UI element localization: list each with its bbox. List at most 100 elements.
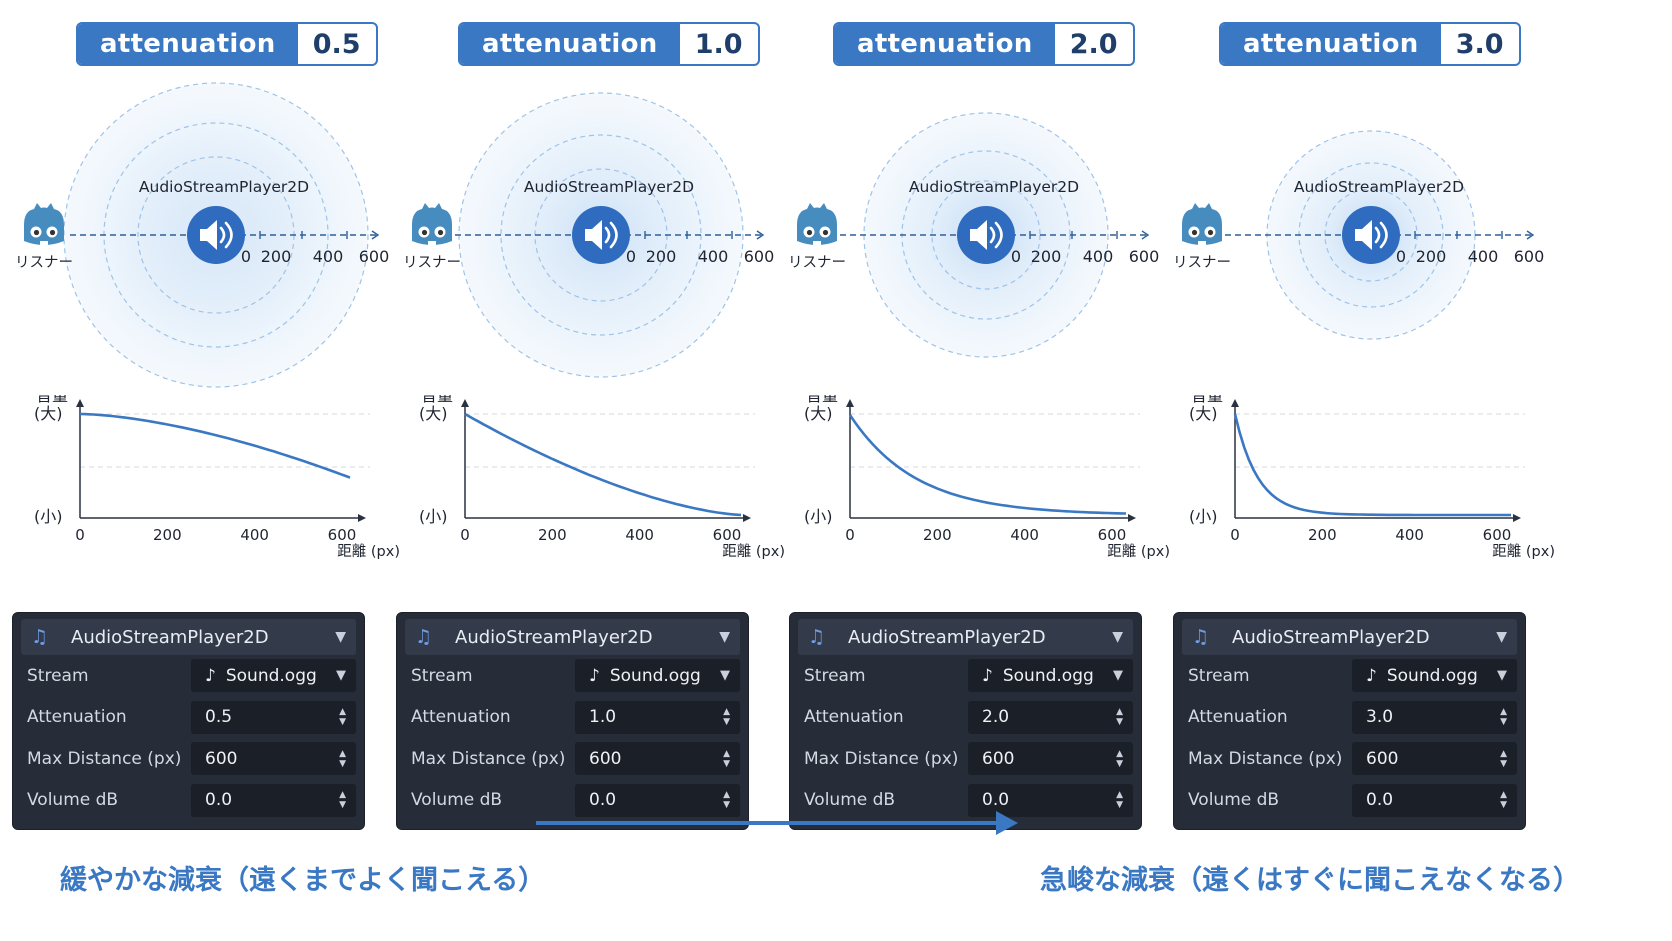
distance-axis-arrow <box>1526 230 1535 240</box>
inspector-header[interactable]: ♫ AudioStreamPlayer2D ▼ <box>405 619 740 655</box>
chevron-down-icon[interactable]: ▼ <box>1497 668 1507 684</box>
attenuation-column: attenuation 1.0 0 200 400 600 AudioStreamPla… <box>395 0 795 840</box>
volume-curve <box>1233 413 1511 517</box>
audio-stream-player-icon: ♫ <box>1192 626 1210 648</box>
spinner-arrows-icon[interactable]: ▲ ▼ <box>1116 707 1123 728</box>
property-spinbox[interactable]: 0.0 ▲ ▼ <box>1352 783 1517 817</box>
property-spinbox[interactable]: 3.0 ▲ ▼ <box>1352 700 1517 734</box>
distance-tick-label: 400 <box>1083 247 1114 266</box>
chevron-down-icon[interactable]: ▼ <box>1113 668 1123 684</box>
inspector-panel: ♫ AudioStreamPlayer2D ▼ Stream ♪ Sound.ogg… <box>1173 612 1526 830</box>
graph-x-arrow <box>743 514 751 522</box>
property-value: 600 <box>589 748 622 769</box>
spinner-arrows-icon[interactable]: ▲ ▼ <box>723 748 730 769</box>
chevron-down-icon[interactable]: ▼ <box>720 668 730 684</box>
property-spinbox[interactable]: 600 ▲ ▼ <box>1352 742 1517 776</box>
property-row: Max Distance (px) 600 ▲ ▼ <box>21 738 356 780</box>
spinner-arrows-icon[interactable]: ▲ ▼ <box>723 790 730 811</box>
spinner-arrows-icon[interactable]: ▲ ▼ <box>723 707 730 728</box>
chevron-down-icon[interactable]: ▼ <box>719 629 730 645</box>
graph-x-tick-label: 600 <box>328 526 357 544</box>
distance-tick-label: 200 <box>261 247 292 266</box>
property-label: Max Distance (px) <box>411 748 566 769</box>
caption-steep: 急峻な減衰（遠くはすぐに聞こえなくなる） <box>1040 865 1580 896</box>
music-note-icon: ♪ <box>982 665 993 686</box>
graph-x-tick-label: 400 <box>240 526 269 544</box>
music-note-icon: ♪ <box>589 665 600 686</box>
property-label: Volume dB <box>27 790 119 811</box>
speaker-icon <box>957 206 1015 264</box>
graph-x-tick-label: 200 <box>153 526 182 544</box>
property-spinbox[interactable]: 0.0 ▲ ▼ <box>968 783 1133 817</box>
inspector-header[interactable]: ♫ AudioStreamPlayer2D ▼ <box>798 619 1133 655</box>
spinner-arrows-icon[interactable]: ▲ ▼ <box>1116 790 1123 811</box>
attenuation-badge: attenuation 3.0 <box>1219 22 1521 66</box>
inspector-title: AudioStreamPlayer2D <box>455 626 653 648</box>
graph-y-low: (小) <box>1189 507 1218 526</box>
property-value: Sound.ogg <box>225 665 317 686</box>
graph-y-low: (小) <box>34 507 63 526</box>
property-value: 600 <box>205 748 238 769</box>
chevron-down-icon[interactable]: ▼ <box>1112 629 1123 645</box>
property-row: Max Distance (px) 600 ▲ ▼ <box>798 738 1133 780</box>
graph-x-tick-label: 200 <box>923 526 952 544</box>
graph-ylabel: 音量 <box>1191 395 1223 405</box>
distance-tick-label: 200 <box>1416 247 1447 266</box>
property-row: Max Distance (px) 600 ▲ ▼ <box>1182 738 1517 780</box>
audio-stream-player-icon: ♫ <box>31 626 49 648</box>
property-spinbox[interactable]: 600 ▲ ▼ <box>968 742 1133 776</box>
spinner-arrows-icon[interactable]: ▲ ▼ <box>1500 748 1507 769</box>
chevron-down-icon[interactable]: ▼ <box>336 668 346 684</box>
graph-x-tick-label: 400 <box>625 526 654 544</box>
attenuation-badge-label: attenuation <box>1221 24 1441 64</box>
property-spinbox[interactable]: 2.0 ▲ ▼ <box>968 700 1133 734</box>
attenuation-badge: attenuation 2.0 <box>833 22 1135 66</box>
property-spinbox[interactable]: 600 ▲ ▼ <box>191 742 356 776</box>
stream-dropdown[interactable]: ♪ Sound.ogg ▼ <box>575 659 740 693</box>
property-spinbox[interactable]: 1.0 ▲ ▼ <box>575 700 740 734</box>
property-spinbox[interactable]: 0.0 ▲ ▼ <box>191 783 356 817</box>
graph-ylabel: 音量 <box>421 395 453 405</box>
property-spinbox[interactable]: 0.0 ▲ ▼ <box>575 783 740 817</box>
stream-dropdown[interactable]: ♪ Sound.ogg ▼ <box>1352 659 1517 693</box>
node-label: AudioStreamPlayer2D <box>139 178 309 196</box>
distance-tick-label: 0 <box>1011 247 1021 266</box>
graph-ylabel: 音量 <box>806 395 838 405</box>
chevron-down-icon[interactable]: ▼ <box>335 629 346 645</box>
inspector-title: AudioStreamPlayer2D <box>71 626 269 648</box>
property-label: Max Distance (px) <box>804 748 959 769</box>
spinner-arrows-icon[interactable]: ▲ ▼ <box>339 790 346 811</box>
inspector-title: AudioStreamPlayer2D <box>1232 626 1430 648</box>
graph-x-arrow <box>358 514 366 522</box>
stream-dropdown[interactable]: ♪ Sound.ogg ▼ <box>191 659 356 693</box>
property-value: 600 <box>982 748 1015 769</box>
listener-label: リスナー <box>403 255 461 271</box>
listener-label: リスナー <box>15 255 73 271</box>
property-row: Stream ♪ Sound.ogg ▼ <box>1182 655 1517 697</box>
distance-axis-arrow <box>1141 230 1150 240</box>
property-value: 3.0 <box>1366 707 1394 728</box>
inspector-header[interactable]: ♫ AudioStreamPlayer2D ▼ <box>21 619 356 655</box>
distance-tick-label: 200 <box>646 247 677 266</box>
spinner-arrows-icon[interactable]: ▲ ▼ <box>1500 707 1507 728</box>
audio-stream-player-icon: ♫ <box>415 626 433 648</box>
spinner-arrows-icon[interactable]: ▲ ▼ <box>339 707 346 728</box>
spinner-arrows-icon[interactable]: ▲ ▼ <box>1500 790 1507 811</box>
chevron-down-icon[interactable]: ▼ <box>1496 629 1507 645</box>
music-note-icon: ♪ <box>205 665 216 686</box>
spinner-arrows-icon[interactable]: ▲ ▼ <box>1116 748 1123 769</box>
property-spinbox[interactable]: 0.5 ▲ ▼ <box>191 700 356 734</box>
caption-gentle: 緩やかな減衰（遠くまでよく聞こえる） <box>60 865 546 896</box>
property-row: Volume dB 0.0 ▲ ▼ <box>21 780 356 822</box>
property-spinbox[interactable]: 600 ▲ ▼ <box>575 742 740 776</box>
attenuation-badge-label: attenuation <box>835 24 1055 64</box>
inspector-title: AudioStreamPlayer2D <box>848 626 1046 648</box>
property-label: Attenuation <box>804 707 904 728</box>
graph-ylabel: 音量 <box>36 395 68 405</box>
inspector-header[interactable]: ♫ AudioStreamPlayer2D ▼ <box>1182 619 1517 655</box>
speaker-icon <box>187 206 245 264</box>
stream-dropdown[interactable]: ♪ Sound.ogg ▼ <box>968 659 1133 693</box>
property-row: Attenuation 0.5 ▲ ▼ <box>21 697 356 739</box>
spinner-arrows-icon[interactable]: ▲ ▼ <box>339 748 346 769</box>
